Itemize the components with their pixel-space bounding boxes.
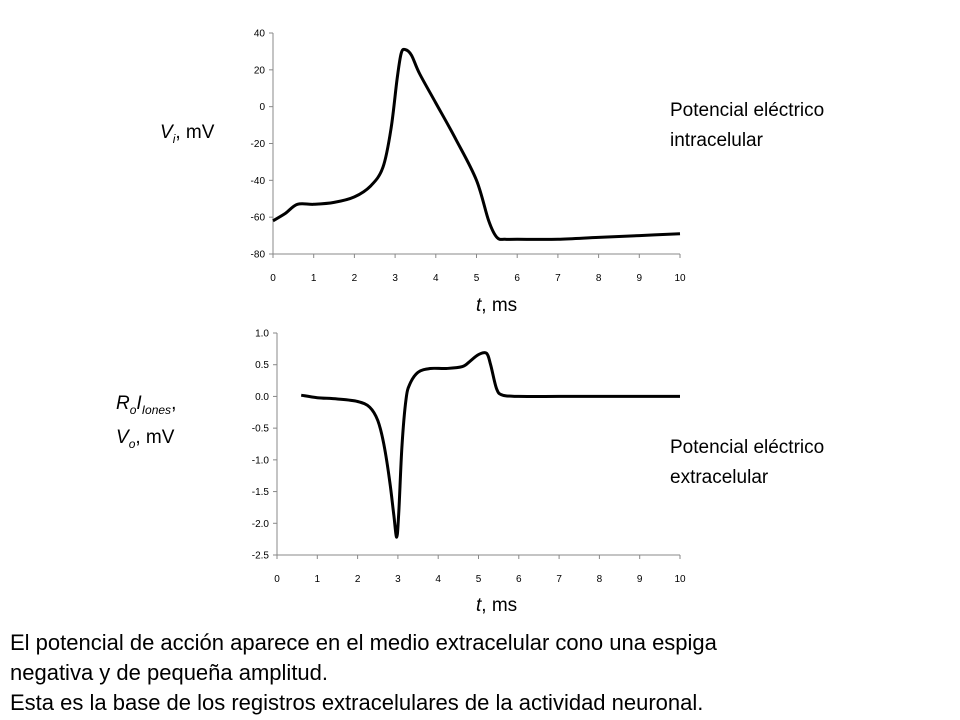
top-axes	[269, 32, 681, 258]
bottom-x-tick-label: 7	[556, 574, 562, 585]
top-x-tick-label: 1	[311, 273, 317, 284]
bottom-y-tick-label: 0.5	[255, 360, 269, 371]
top-x-axis-label: t, ms	[476, 295, 518, 316]
top-x-tick-label: 10	[674, 273, 686, 284]
caption-line-3: Esta es la base de los registros extrace…	[10, 690, 704, 715]
bottom-x-tick-label: 5	[476, 574, 482, 585]
bottom-y-tick-label: -0.5	[252, 424, 270, 435]
top-y-tick-label: -60	[251, 213, 266, 224]
top-x-tick-label: 5	[474, 273, 480, 284]
top-y-tick-label: -40	[251, 176, 266, 187]
bottom-tick-labels: 1.0 0.5 0.0 -0.5 -1.0 -1.5 -2.0 -2.5 0 1 2 3 4 5 6 7 8 9 1…	[252, 329, 686, 586]
top-x-tick-label: 9	[637, 273, 643, 284]
bottom-y-tick-label: 0.0	[255, 392, 269, 403]
bottom-y-tick-label: -2.5	[252, 551, 270, 562]
bottom-y-tick-label: 1.0	[255, 329, 269, 340]
bottom-x-tick-label: 0	[274, 574, 280, 585]
intracellular-potential-line	[272, 47, 681, 241]
top-annotation: Potencial eléctrico intracelular	[670, 100, 825, 151]
bottom-x-tick-label: 9	[637, 574, 643, 585]
bottom-annotation: Potencial eléctrico extracelular	[670, 437, 825, 488]
top-y-tick-label: 20	[254, 65, 266, 76]
bottom-x-tick-label: 4	[435, 574, 441, 585]
top-y-tick-label: 0	[259, 102, 265, 113]
top-x-tick-label: 8	[596, 273, 602, 284]
bottom-x-tick-label: 1	[315, 574, 321, 585]
top-x-tick-label: 0	[270, 273, 276, 284]
bottom-x-tick-label: 10	[674, 574, 686, 585]
bottom-x-tick-label: 2	[355, 574, 361, 585]
bottom-y-axis-label: RoIIones, Vo, mV	[116, 393, 177, 451]
top-x-tick-label: 2	[352, 273, 358, 284]
bottom-x-tick-label: 8	[597, 574, 603, 585]
top-x-tick-label: 3	[392, 273, 398, 284]
top-y-tick-label: -20	[251, 139, 266, 150]
top-y-tick-label: 40	[254, 29, 266, 40]
top-x-tick-label: 4	[433, 273, 439, 284]
top-x-tick-label: 6	[514, 273, 520, 284]
bottom-y-tick-label: -1.5	[252, 487, 270, 498]
bottom-x-tick-label: 6	[516, 574, 522, 585]
bottom-x-axis-label: t, ms	[476, 595, 518, 616]
top-x-tick-label: 7	[555, 273, 561, 284]
bottom-y-tick-label: -1.0	[252, 455, 270, 466]
extracellular-potential-line	[300, 351, 680, 539]
caption-line-1: El potencial de acción aparece en el med…	[10, 630, 717, 655]
top-tick-labels: 40 20 0 -20 -40 -60 -80 0 1 2 3 4 5 6 7 8 9 10	[251, 29, 686, 285]
top-y-axis-label: Vi, mV	[160, 122, 215, 146]
bottom-x-tick-label: 3	[395, 574, 401, 585]
bottom-axes	[273, 332, 681, 559]
caption: El potencial de acción aparece en el med…	[10, 628, 955, 718]
intracellular-potential-chart: 40 20 0 -20 -40 -60 -80 0 1 2 3 4 5 6 7 8 9 10	[251, 29, 686, 285]
bottom-y-tick-label: -2.0	[252, 519, 270, 530]
top-y-tick-label: -80	[251, 250, 266, 261]
extracellular-potential-chart: 1.0 0.5 0.0 -0.5 -1.0 -1.5 -2.0 -2.5 0 1 2 3 4 5 6 7 8 9 1…	[252, 329, 686, 586]
caption-line-2: negativa y de pequeña amplitud.	[10, 660, 329, 685]
